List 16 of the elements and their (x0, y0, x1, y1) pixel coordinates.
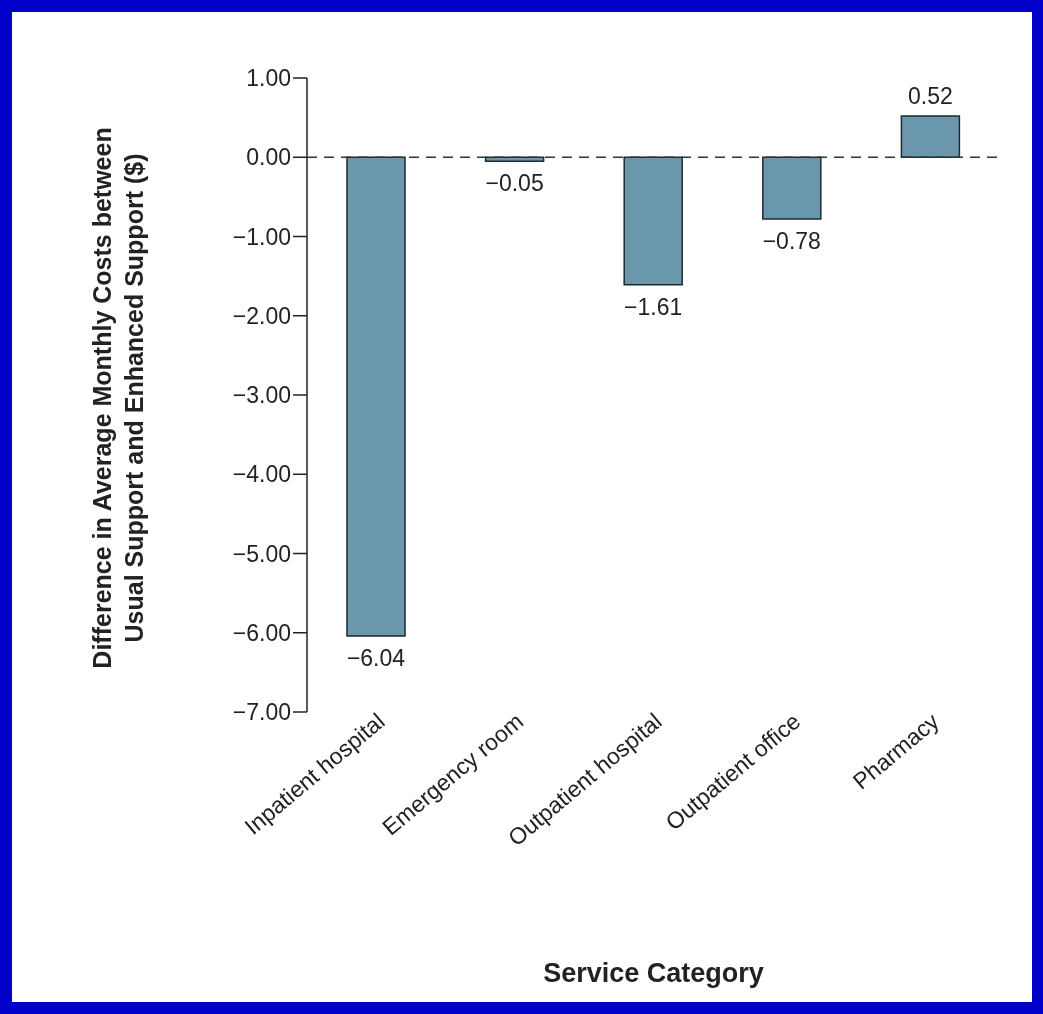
x-axis-title: Service Category (543, 958, 764, 988)
data-label: −6.04 (346, 644, 406, 671)
data-label: 0.52 (908, 83, 953, 110)
y-tick-label: −7.00 (232, 699, 291, 726)
data-label: −0.05 (485, 170, 544, 197)
y-tick-label: −2.00 (232, 302, 291, 329)
data-label: −1.61 (624, 293, 683, 320)
y-tick-label: −4.00 (232, 461, 291, 488)
y-tick-label: 0.00 (246, 144, 291, 171)
y-tick-label: 1.00 (246, 65, 291, 92)
y-tick-label: −6.00 (232, 619, 291, 646)
y-tick-label: −5.00 (232, 540, 291, 567)
y-axis-title: Difference in Average Monthly Costs between Usual Support and Enhanced Support ($) (88, 127, 148, 669)
y-tick-label: −3.00 (232, 382, 291, 409)
data-label: −0.78 (762, 228, 821, 255)
y-tick-label: −1.00 (232, 223, 291, 250)
